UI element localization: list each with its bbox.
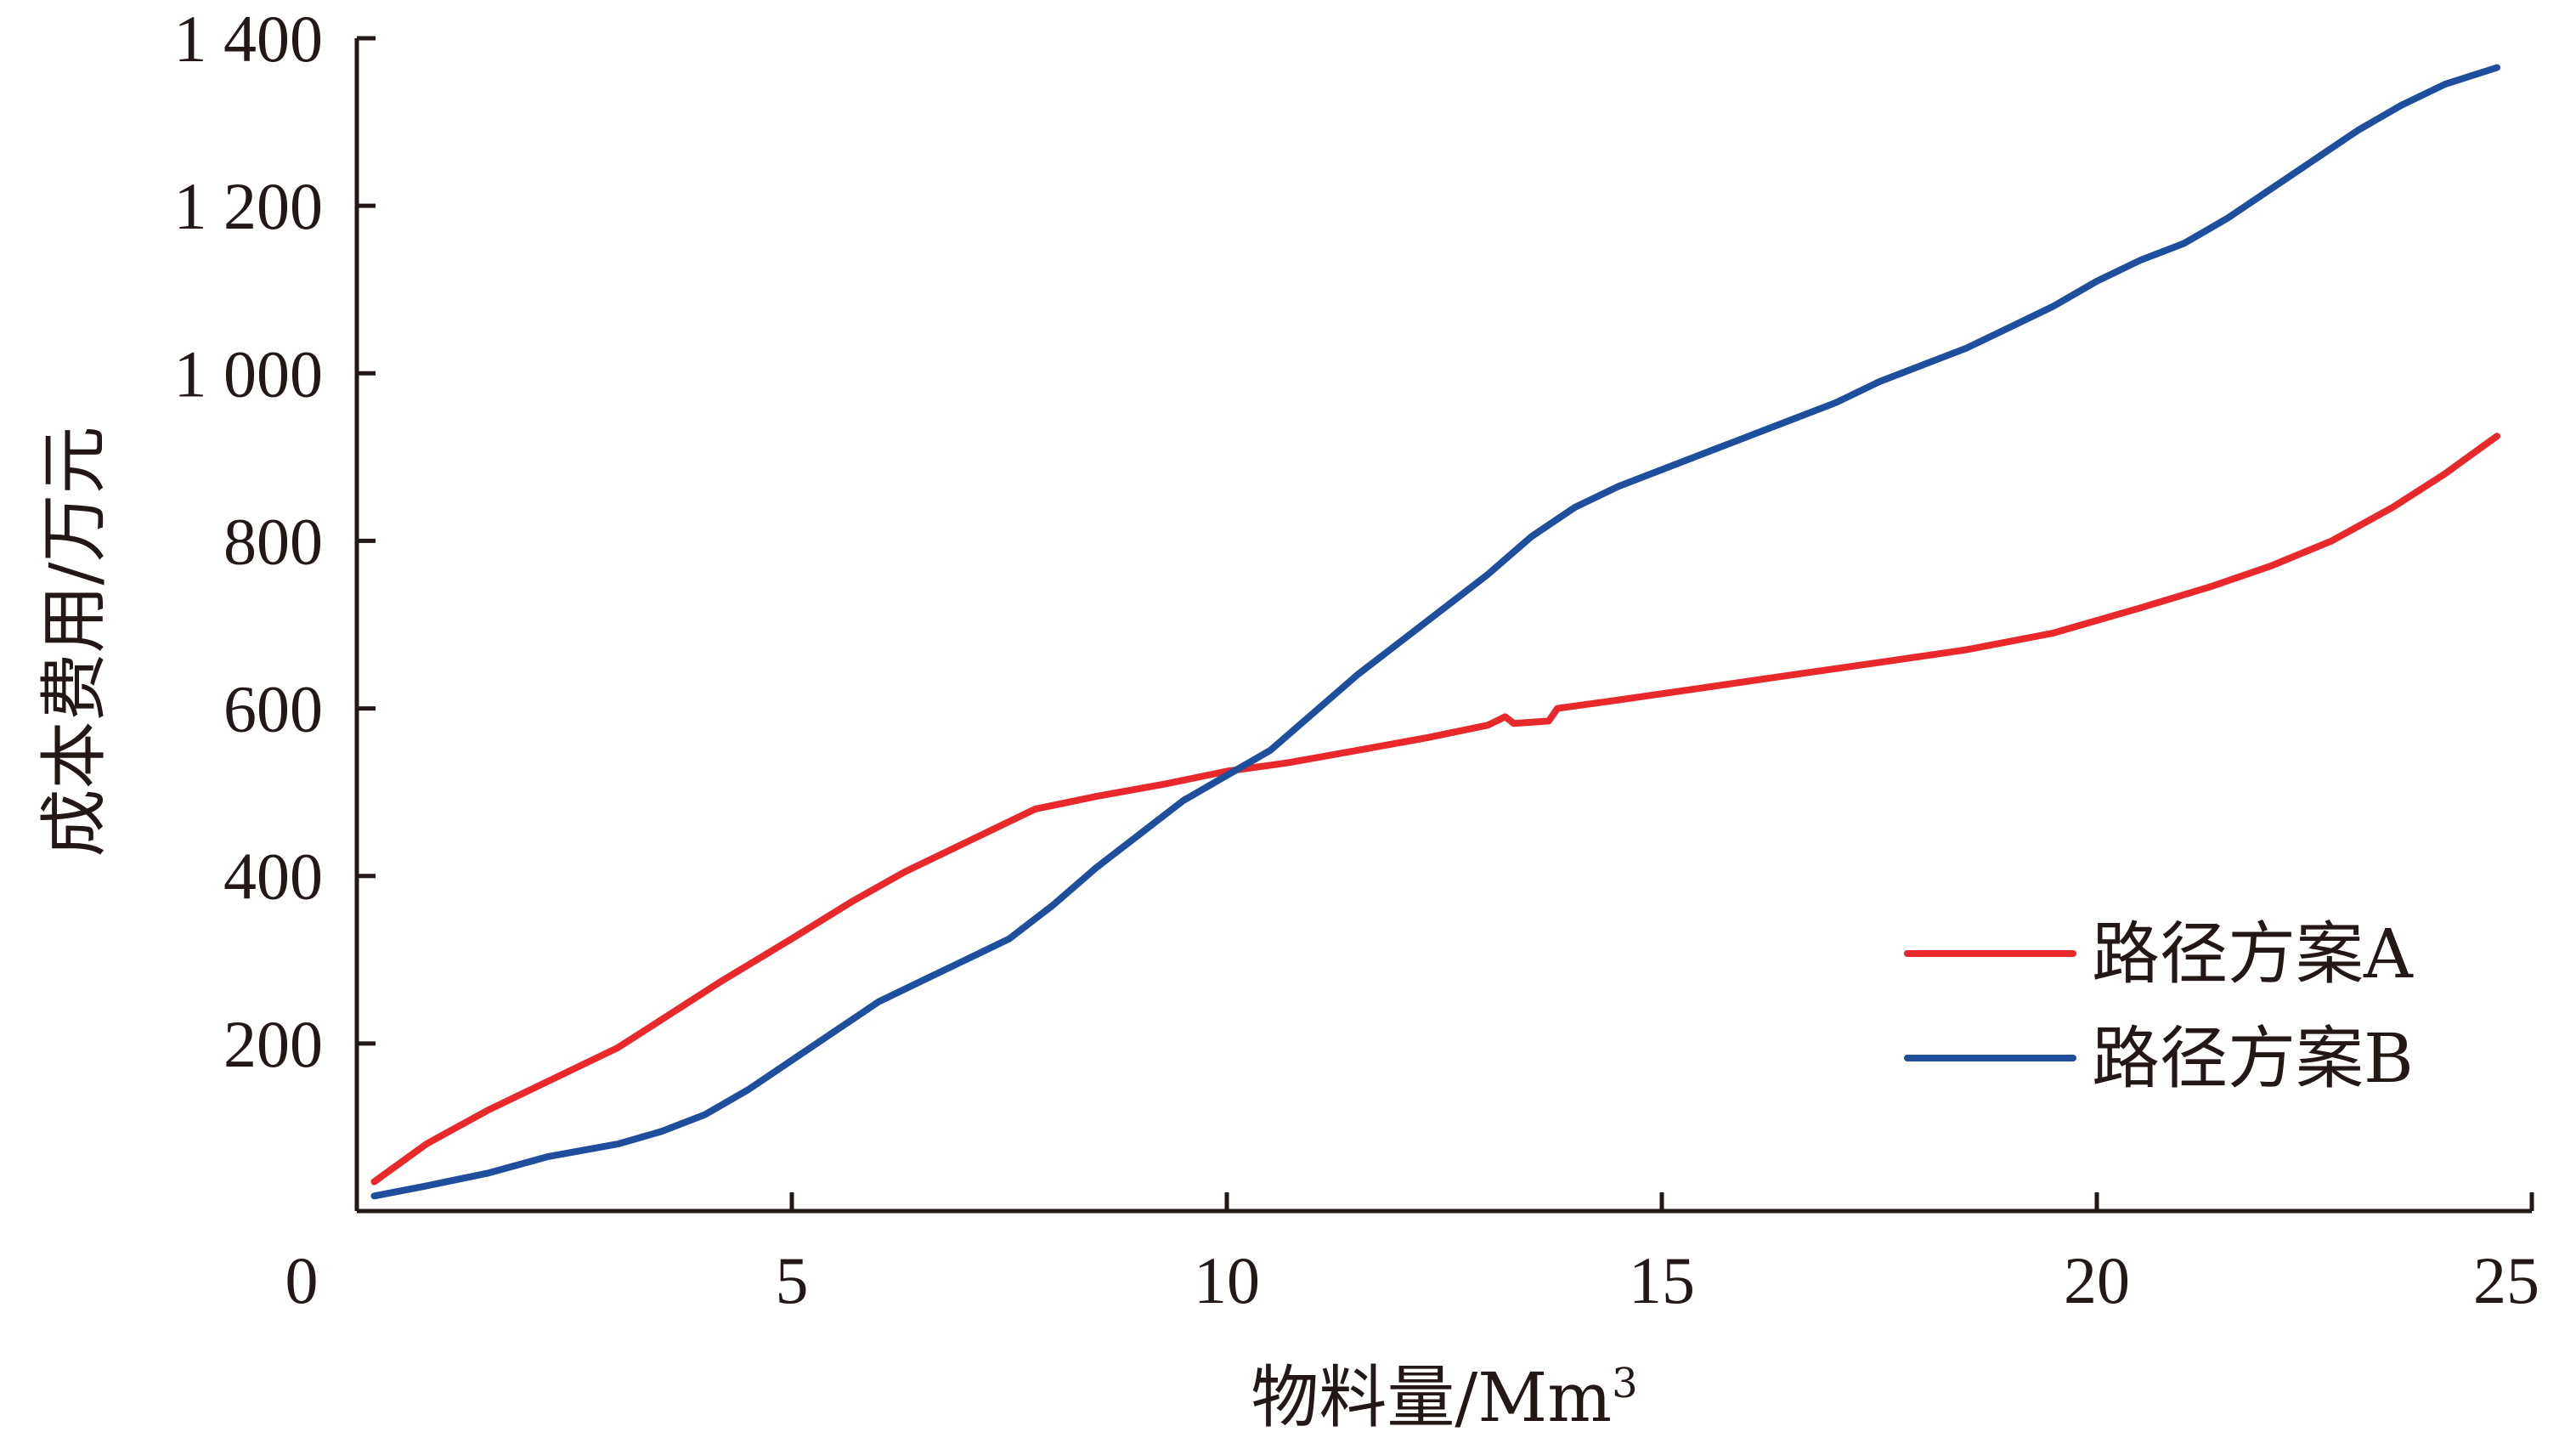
legend-label-series-b: 路径方案B — [2092, 1019, 2414, 1098]
series-line-b — [370, 64, 2500, 1200]
y-tick-label: 200 — [223, 1007, 323, 1081]
x-axis-title-superscript: 3 — [1612, 1360, 1638, 1407]
legend: 路径方案A 路径方案B — [1904, 914, 2414, 1098]
series-layer — [370, 64, 2500, 1200]
y-tick-label: 400 — [223, 840, 323, 914]
y-tick-label: 1 400 — [174, 2, 324, 76]
x-tick-label: 15 — [1629, 1243, 1695, 1317]
y-axis-title: 成本费用/万元 — [35, 427, 114, 858]
legend-label-series-a: 路径方案A — [2092, 914, 2414, 993]
y-tick-label: 600 — [223, 672, 323, 746]
y-tick-label: 1 200 — [174, 169, 324, 243]
x-tick-label: 20 — [2064, 1243, 2130, 1317]
x-tick-label: 5 — [776, 1243, 809, 1317]
y-axis-ticks: 200 400 600 800 1 000 1 200 1 400 — [174, 2, 376, 1081]
y-tick-label: 800 — [223, 504, 323, 578]
x-axis-title-text: 物料量/Mm — [1251, 1358, 1612, 1437]
x-tick-label: 10 — [1194, 1243, 1260, 1317]
x-axis-ticks: 0 5 10 15 20 25 — [285, 1192, 2539, 1317]
x-axis-title: 物料量/Mm3 — [1251, 1358, 1637, 1437]
x-tick-label: 0 — [285, 1243, 319, 1317]
series-line-a — [370, 433, 2500, 1186]
y-tick-label: 1 000 — [174, 337, 324, 410]
x-tick-label: 25 — [2473, 1243, 2539, 1317]
